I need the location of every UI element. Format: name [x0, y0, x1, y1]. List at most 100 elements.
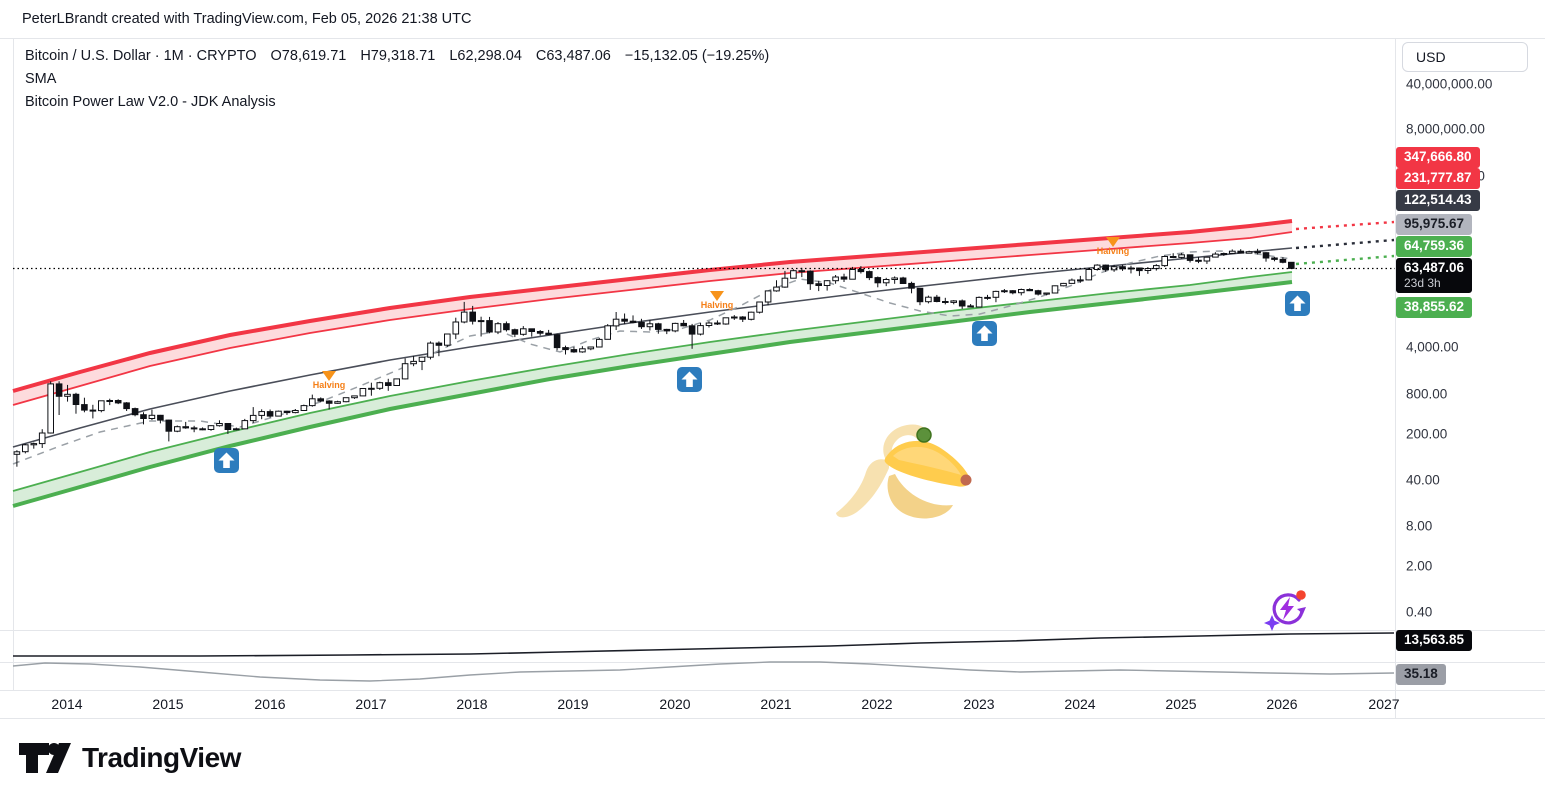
symbol-legend[interactable]: Bitcoin / U.S. Dollar · 1M · CRYPTO O78,6… [25, 48, 783, 64]
candle [114, 400, 122, 404]
ohlc-open: O78,619.71 [270, 48, 347, 64]
candle [562, 347, 569, 351]
tradingview-logo[interactable]: TradingView [18, 740, 241, 776]
year-label[interactable]: 2024 [1064, 696, 1096, 712]
candle [925, 296, 932, 303]
projection-red-dotted [1295, 220, 1395, 231]
halving-marker: Halving [1073, 237, 1153, 256]
candle [705, 322, 713, 326]
year-label[interactable]: 2018 [456, 696, 488, 712]
year-label[interactable]: 2020 [659, 696, 691, 712]
candle [891, 277, 899, 280]
candle [958, 300, 966, 307]
arrow-up-icon [218, 452, 235, 468]
projection-black-dotted [1295, 238, 1395, 250]
indicator-legend[interactable]: Bitcoin Power Law V2.0 - JDK Analysis [25, 94, 276, 110]
oscillator-pane-line [12, 661, 1395, 682]
candle [604, 325, 612, 340]
candle [908, 282, 915, 289]
candle [401, 363, 409, 380]
year-label[interactable]: 2027 [1368, 696, 1400, 712]
candle [292, 410, 299, 414]
candle [477, 320, 485, 323]
candle [1051, 285, 1059, 294]
candle [1018, 289, 1025, 294]
candle [528, 328, 536, 332]
price-tick: 40.00 [1406, 472, 1440, 488]
candle [1161, 256, 1169, 267]
candle [942, 301, 949, 303]
price-axis-separator[interactable] [1395, 38, 1396, 718]
price-tick: 8,000,000.00 [1406, 121, 1485, 137]
candle [1060, 282, 1067, 287]
candlestick-series [13, 248, 1295, 467]
arrow-up-icon [1289, 295, 1306, 311]
candle [385, 382, 392, 387]
year-label[interactable]: 2016 [254, 696, 286, 712]
halving-triangle-icon [1106, 237, 1120, 247]
candle [832, 276, 839, 282]
candle [89, 409, 97, 412]
year-label[interactable]: 2021 [760, 696, 792, 712]
candle [359, 388, 367, 397]
candle [655, 323, 662, 330]
candle [739, 316, 747, 320]
year-label[interactable]: 2014 [51, 696, 83, 712]
candle [47, 383, 55, 434]
candle [275, 410, 282, 417]
candle [790, 270, 797, 279]
candle [452, 321, 460, 335]
candle [55, 383, 63, 397]
candle [798, 270, 806, 273]
candle [688, 325, 696, 335]
price-flag: 38,855.62 [1396, 297, 1473, 318]
year-label[interactable]: 2025 [1165, 696, 1197, 712]
candle [536, 331, 544, 334]
candle [1043, 292, 1050, 295]
pane-value-flag: 13,563.85 [1396, 630, 1473, 651]
year-label[interactable]: 2015 [152, 696, 184, 712]
candle [393, 378, 400, 386]
candle [781, 277, 789, 288]
pane-separator-1[interactable] [0, 630, 1545, 631]
candle [106, 400, 114, 402]
candle [72, 393, 80, 405]
candle [916, 287, 924, 303]
sma-pane-line [13, 632, 1395, 657]
year-label[interactable]: 2023 [963, 696, 995, 712]
candle [815, 283, 823, 287]
candle [823, 280, 831, 287]
candle [148, 414, 156, 419]
year-label[interactable]: 2026 [1266, 696, 1298, 712]
candle [98, 400, 105, 412]
candle [967, 305, 974, 308]
banana-emoji [836, 424, 972, 519]
candle [182, 426, 189, 429]
candle [157, 414, 164, 421]
halving-label: Halving [1096, 246, 1130, 256]
price-flag: 95,975.67 [1396, 214, 1473, 235]
halving-marker: Halving [289, 371, 369, 390]
candle [671, 322, 679, 332]
candle [587, 346, 595, 350]
candle [612, 318, 620, 327]
spark-boost-icon[interactable] [1263, 587, 1309, 631]
candle [503, 323, 510, 331]
sma-legend[interactable]: SMA [25, 71, 57, 87]
candle [199, 428, 206, 431]
year-label[interactable]: 2019 [557, 696, 589, 712]
candle [747, 311, 755, 320]
candle [1026, 289, 1034, 292]
currency-usd-button[interactable]: USD [1402, 42, 1528, 72]
candle [511, 329, 519, 335]
price-tick: 40,000,000.00 [1406, 76, 1493, 92]
candle [165, 419, 173, 432]
year-label[interactable]: 2022 [861, 696, 893, 712]
halving-label: Halving [700, 300, 734, 310]
candle [899, 277, 907, 284]
symbol-title[interactable]: Bitcoin / U.S. Dollar · 1M · CRYPTO [25, 48, 257, 64]
price-flag: 63,487.06 23d 3h [1396, 258, 1473, 293]
year-label[interactable]: 2017 [355, 696, 387, 712]
time-axis-separator [0, 690, 1545, 691]
